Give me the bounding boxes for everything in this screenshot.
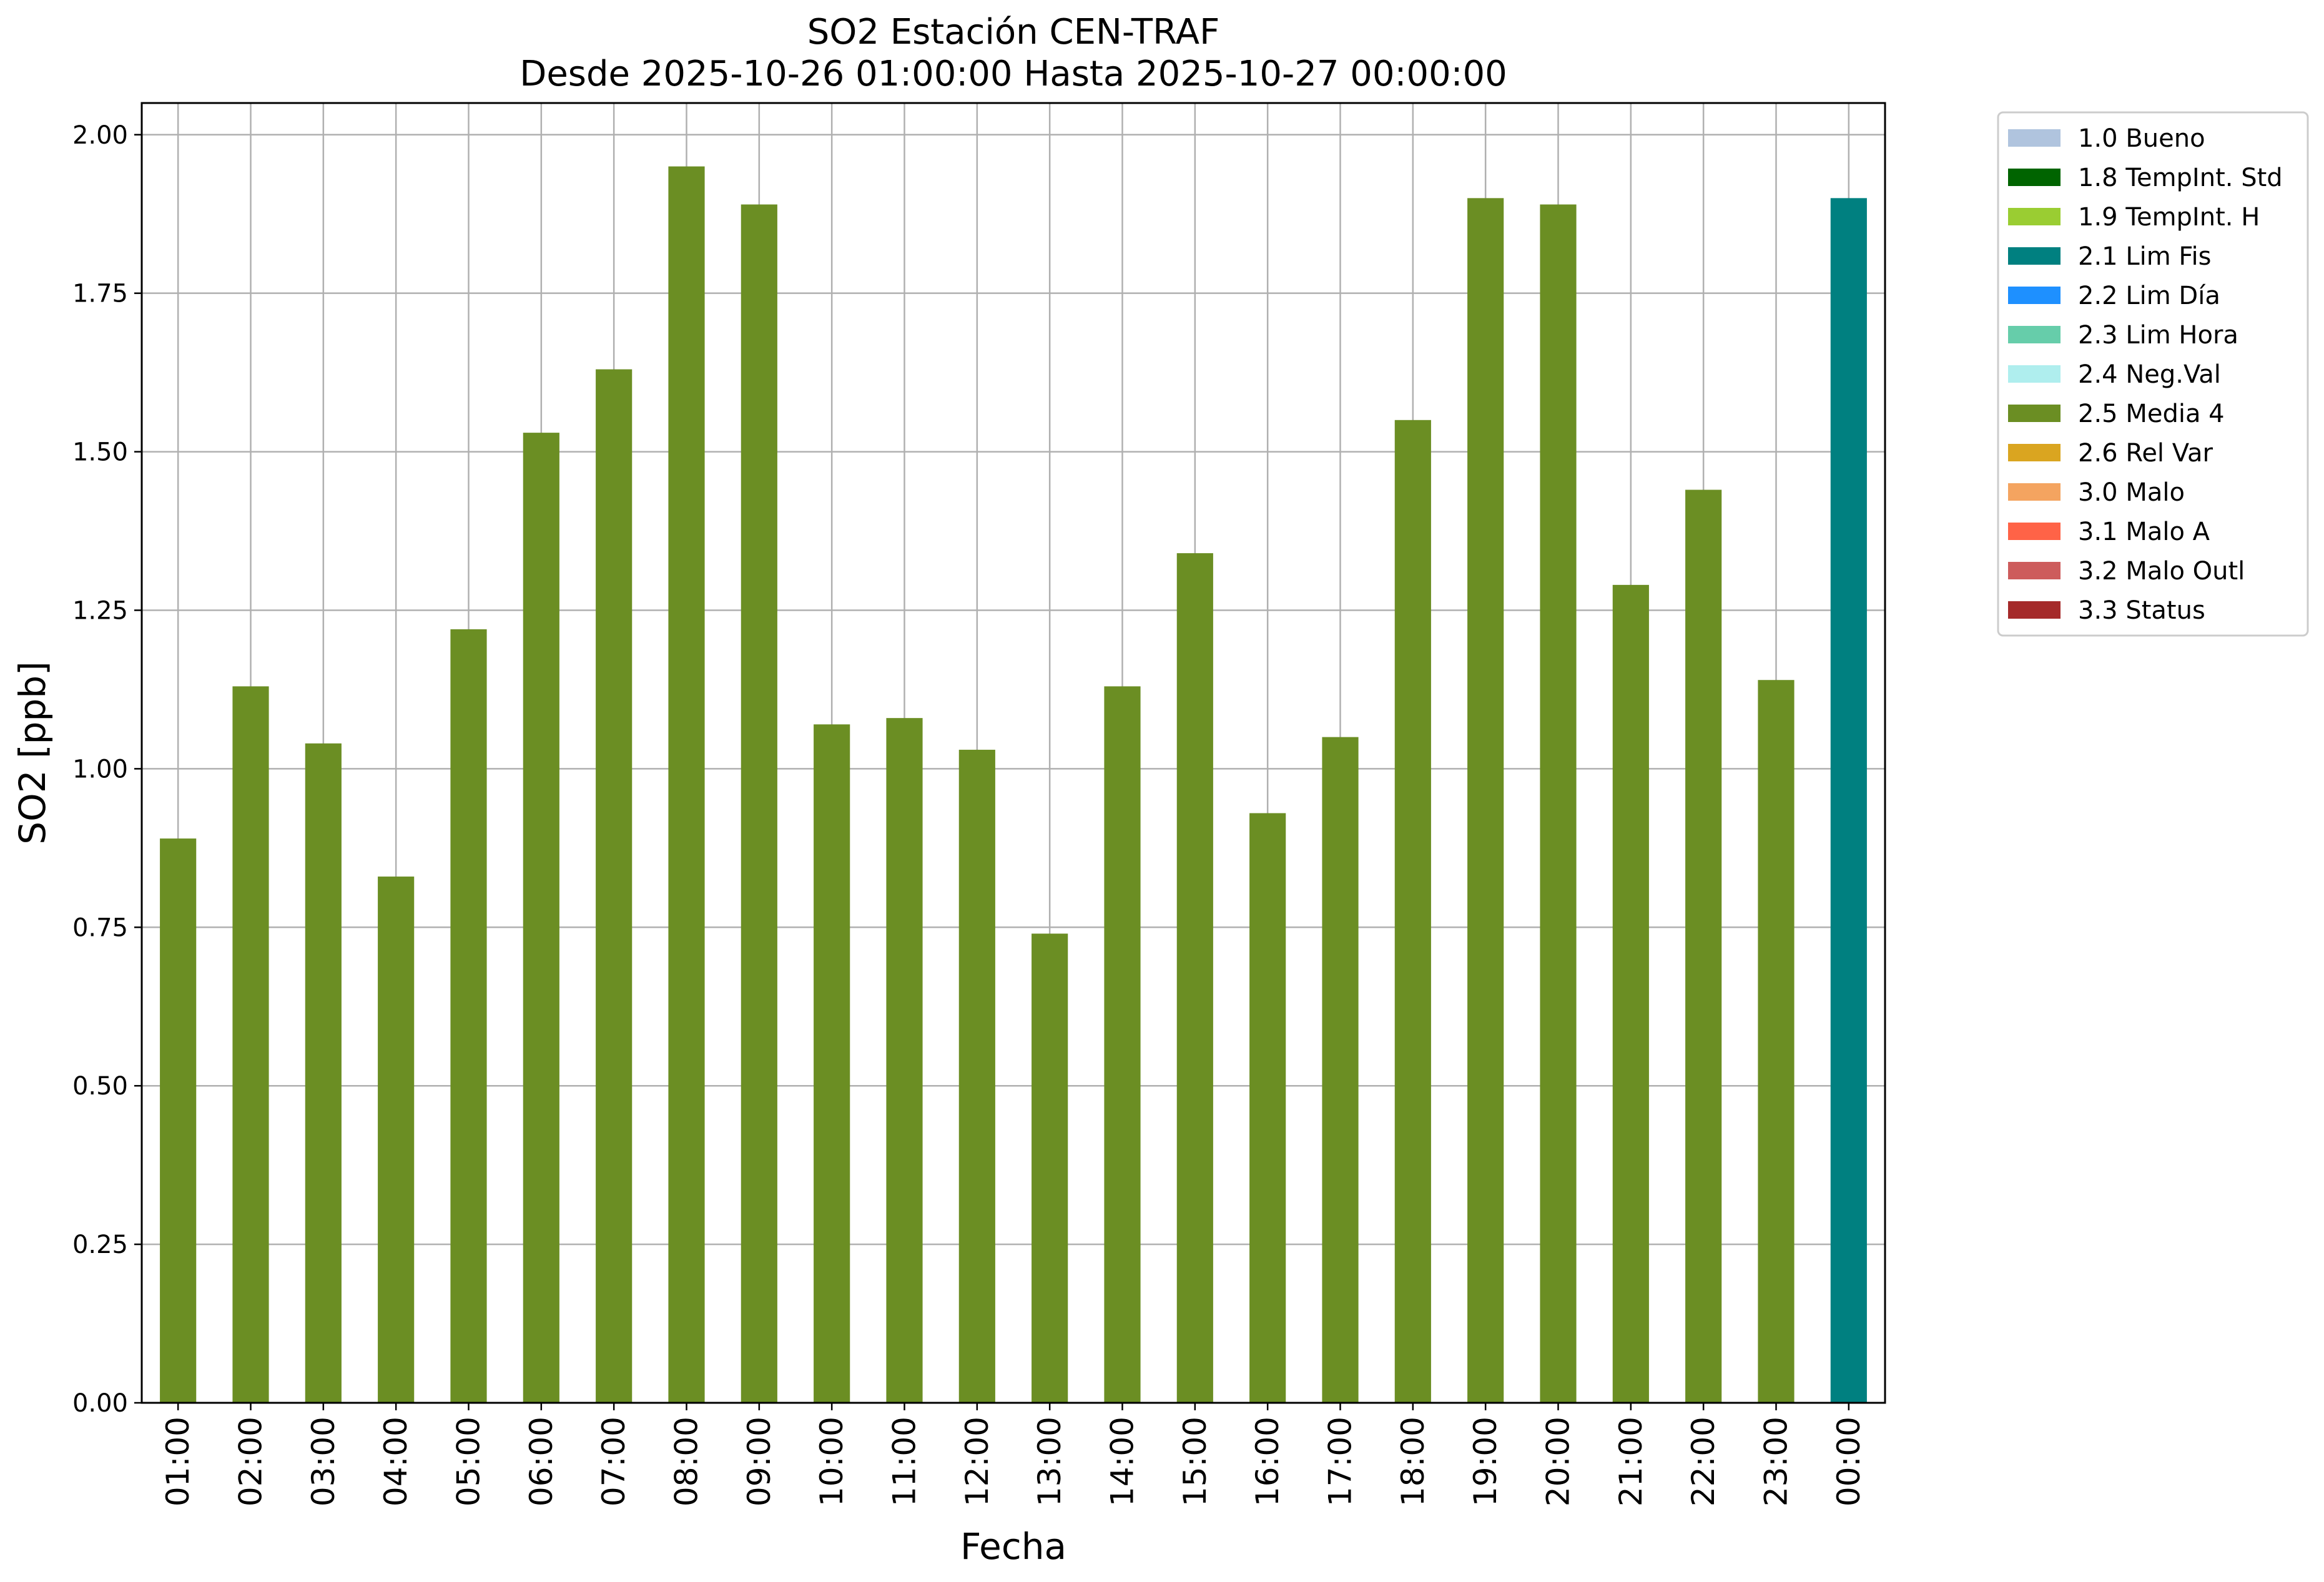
bar-0600 [523, 433, 559, 1403]
x-tick-label: 19:00 [1467, 1417, 1504, 1506]
y-axis-label: SO2 [ppb] [11, 661, 54, 845]
x-tick-label: 23:00 [1758, 1417, 1795, 1506]
legend-label: 3.0 Malo [2078, 478, 2185, 507]
bar-0800 [668, 166, 705, 1403]
x-tick-label: 21:00 [1613, 1417, 1649, 1506]
x-tick-label: 02:00 [233, 1417, 269, 1506]
bar-2200 [1685, 489, 1722, 1403]
x-axis-ticks: 01:00 02:00 03:00 04:00 05:00 06:00 07:00 08:00… [160, 1403, 1867, 1506]
legend-label: 2.4 Neg.Val [2078, 360, 2221, 389]
bar-0400 [378, 877, 415, 1403]
legend-swatch [2008, 405, 2061, 422]
bar-0000 [1830, 198, 1867, 1403]
x-tick-label: 17:00 [1322, 1417, 1359, 1506]
legend-label: 2.3 Lim Hora [2078, 321, 2238, 350]
y-tick-label: 1.75 [72, 280, 128, 308]
bar-1000 [814, 724, 850, 1403]
legend-label: 2.6 Rel Var [2078, 439, 2213, 468]
x-tick-label: 00:00 [1831, 1417, 1867, 1506]
legend: 1.0 Bueno 1.8 TempInt. Std 1.9 TempInt. H 2… [1997, 111, 2309, 637]
y-tick-label: 1.50 [72, 438, 128, 467]
legend-swatch [2008, 523, 2061, 540]
legend-label: 3.3 Status [2078, 596, 2205, 625]
legend-swatch [2008, 169, 2061, 186]
legend-items: 1.0 Bueno 1.8 TempInt. Std 1.9 TempInt. H 2… [2008, 124, 2283, 625]
x-tick-label: 10:00 [814, 1417, 850, 1506]
x-tick-label: 03:00 [305, 1417, 342, 1506]
bar-1100 [886, 718, 923, 1403]
x-tick-label: 14:00 [1105, 1417, 1141, 1506]
legend-swatch [2008, 483, 2061, 501]
x-tick-label: 01:00 [160, 1417, 196, 1506]
chart-title: SO2 Estación CEN-TRAF [807, 12, 1220, 52]
legend-swatch [2008, 365, 2061, 383]
legend-swatch [2008, 208, 2061, 225]
x-tick-label: 16:00 [1249, 1417, 1286, 1506]
y-tick-label: 2.00 [72, 121, 128, 150]
x-tick-label: 07:00 [596, 1417, 632, 1506]
legend-frame [1997, 111, 2309, 637]
x-tick-label: 06:00 [523, 1417, 559, 1506]
x-tick-label: 09:00 [741, 1417, 777, 1506]
legend-swatch [2008, 326, 2061, 343]
x-tick-label: 18:00 [1395, 1417, 1431, 1506]
bar-2300 [1758, 680, 1795, 1403]
x-tick-label: 15:00 [1177, 1417, 1213, 1506]
bar-0700 [596, 369, 633, 1403]
legend-swatch [2008, 562, 2061, 579]
legend-swatch [2008, 129, 2061, 147]
bar-1900 [1467, 198, 1504, 1403]
bar-1500 [1176, 553, 1213, 1403]
legend-label: 3.1 Malo A [2078, 518, 2210, 546]
plot-area-frame [140, 102, 1886, 1404]
y-tick-label: 0.00 [72, 1389, 128, 1418]
y-tick-label: 1.00 [72, 755, 128, 784]
x-tick-label: 05:00 [451, 1417, 487, 1506]
legend-label: 1.8 TempInt. Std [2078, 164, 2283, 192]
legend-label: 2.2 Lim Día [2078, 282, 2220, 310]
legend-swatch [2008, 444, 2061, 461]
bar-1300 [1032, 933, 1068, 1403]
bar-1400 [1104, 686, 1141, 1403]
bar-1200 [958, 749, 995, 1403]
legend-label: 1.9 TempInt. H [2078, 203, 2260, 232]
y-tick-label: 0.25 [72, 1231, 128, 1259]
x-tick-label: 11:00 [887, 1417, 923, 1506]
chart-subtitle: Desde 2025-10-26 01:00:00 Hasta 2025-10-… [519, 54, 1507, 94]
bar-0300 [305, 743, 342, 1403]
legend-label: 1.0 Bueno [2078, 124, 2205, 153]
bar-0900 [741, 204, 777, 1403]
y-axis-ticks: 0.00 0.25 0.50 0.75 1.00 1.25 1.50 1.75 2.00 [72, 121, 142, 1418]
legend-swatch [2008, 601, 2061, 619]
legend-swatch [2008, 287, 2061, 304]
bar-2100 [1612, 584, 1649, 1403]
x-tick-label: 04:00 [378, 1417, 414, 1506]
x-tick-label: 20:00 [1540, 1417, 1577, 1506]
y-tick-label: 0.75 [72, 913, 128, 942]
legend-label: 3.2 Malo Outl [2078, 557, 2245, 586]
x-tick-label: 08:00 [669, 1417, 705, 1506]
legend-swatch [2008, 247, 2061, 265]
x-axis-label: Fecha [960, 1525, 1066, 1568]
bar-1800 [1394, 420, 1431, 1403]
legend-label: 2.5 Media 4 [2078, 400, 2225, 428]
bar-0100 [160, 838, 197, 1403]
y-tick-label: 1.25 [72, 596, 128, 625]
x-tick-label: 22:00 [1685, 1417, 1721, 1506]
bars [160, 166, 1867, 1403]
y-tick-label: 0.50 [72, 1072, 128, 1101]
bar-1600 [1249, 813, 1286, 1403]
bar-1700 [1322, 737, 1359, 1403]
legend-label: 2.1 Lim Fis [2078, 242, 2211, 271]
bar-2000 [1540, 204, 1577, 1403]
x-tick-label: 12:00 [959, 1417, 995, 1506]
x-tick-label: 13:00 [1032, 1417, 1068, 1506]
bar-0200 [232, 686, 269, 1403]
bar-0500 [450, 629, 487, 1403]
